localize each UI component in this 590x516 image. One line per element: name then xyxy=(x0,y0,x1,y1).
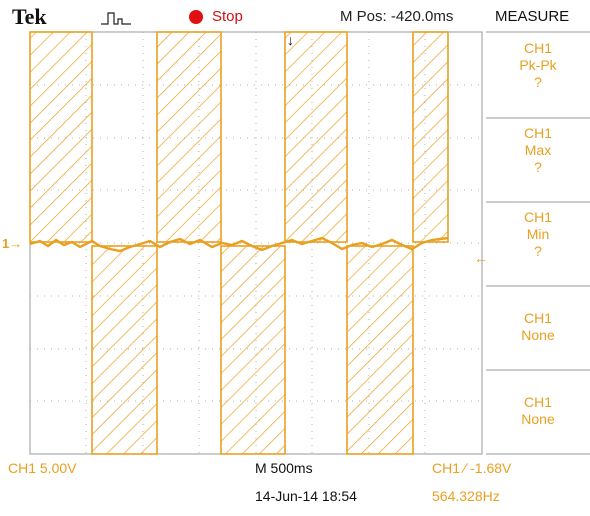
measure-channel: CH1 xyxy=(523,209,552,225)
ch1-ground-marker: 1→ xyxy=(2,236,23,251)
measure-channel: CH1 xyxy=(523,310,552,326)
measure-type: Max xyxy=(524,142,552,158)
measure-channel: CH1 xyxy=(523,40,552,56)
measure-slot-1[interactable]: CH1 Pk-Pk ? xyxy=(486,40,590,91)
measure-channel: CH1 xyxy=(523,394,552,410)
acquisition-status: Stop xyxy=(212,8,243,25)
trigger-info: CH1 ∕ -1.68V xyxy=(432,460,512,476)
stop-indicator-icon xyxy=(189,10,203,24)
measure-slot-4[interactable]: CH1 None xyxy=(486,310,590,344)
measure-value: ? xyxy=(534,159,542,175)
ch1-scale: CH1 5.00V xyxy=(8,460,77,476)
waveform-baseline-trace xyxy=(29,236,449,253)
measure-type: None xyxy=(521,411,555,427)
measure-slot-3[interactable]: CH1 Min ? xyxy=(486,209,590,260)
waveform-lower-pulses xyxy=(91,245,414,455)
waveform-upper-pulses xyxy=(29,31,449,243)
measure-type: None xyxy=(521,327,555,343)
measure-type: Min xyxy=(526,226,550,242)
trigger-frequency: 564.328Hz xyxy=(432,488,500,504)
measure-type: Pk-Pk xyxy=(519,57,557,73)
date-time: 14-Jun-14 18:54 xyxy=(255,488,357,504)
pulse-waveform-icon xyxy=(101,12,131,25)
brand-logo: Tek xyxy=(12,4,47,29)
measure-menu-title: MEASURE xyxy=(495,8,570,25)
horizontal-position: M Pos: -420.0ms xyxy=(340,8,454,25)
measure-menu-frame xyxy=(486,31,590,455)
measure-value: ? xyxy=(534,243,542,259)
measure-value: ? xyxy=(534,74,542,90)
trigger-position-marker: ↓ xyxy=(287,32,294,48)
measure-slot-2[interactable]: CH1 Max ? xyxy=(486,125,590,176)
trigger-level-marker: ← xyxy=(474,250,488,266)
measure-slot-5[interactable]: CH1 None xyxy=(486,394,590,428)
timebase: M 500ms xyxy=(255,460,313,476)
measure-channel: CH1 xyxy=(523,125,552,141)
